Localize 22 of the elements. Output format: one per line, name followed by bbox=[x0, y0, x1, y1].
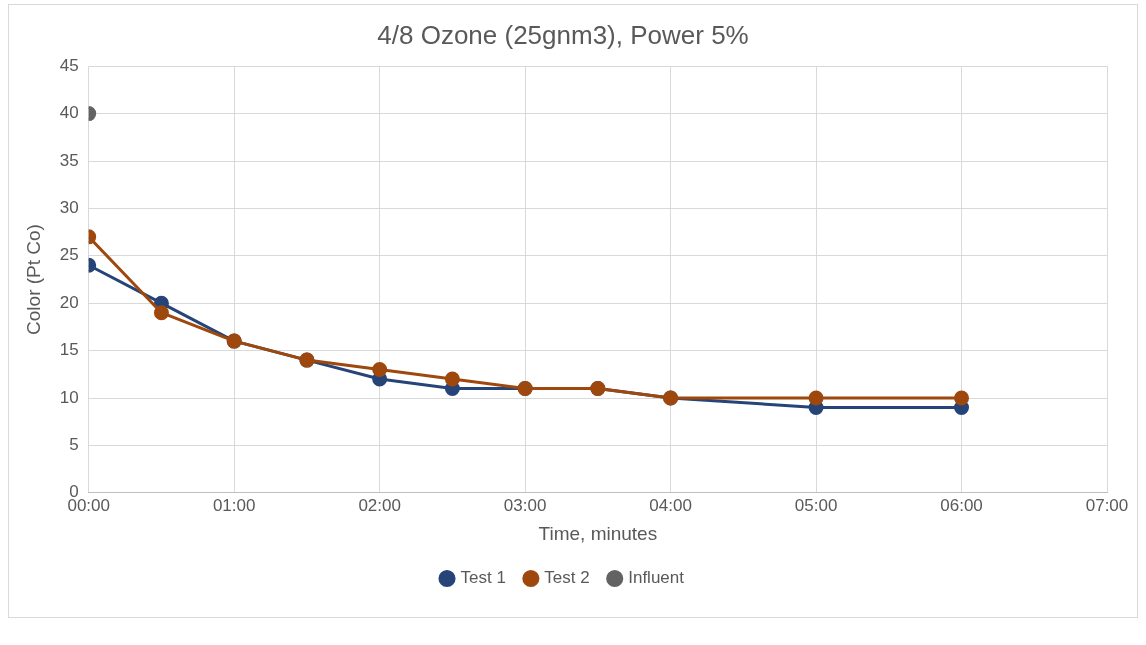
x-axis-title: Time, minutes bbox=[538, 522, 658, 544]
x-tick-label: 03:00 bbox=[503, 495, 547, 515]
x-tick-label: 07:00 bbox=[1085, 495, 1129, 515]
y-tick-label: 30 bbox=[59, 198, 79, 218]
x-tick-label: 02:00 bbox=[358, 495, 401, 515]
y-tick-label: 10 bbox=[59, 387, 79, 407]
y-tick-label: 5 bbox=[69, 435, 79, 455]
y-tick-label: 25 bbox=[59, 245, 79, 265]
x-tick-label: 04:00 bbox=[649, 495, 692, 515]
x-tick-label: 05:00 bbox=[794, 495, 838, 515]
x-tick-label: 01:00 bbox=[212, 495, 256, 515]
y-tick-label: 15 bbox=[59, 340, 79, 360]
y-tick-label: 45 bbox=[59, 55, 79, 75]
legend-label: Influent bbox=[628, 568, 685, 588]
y-axis-title: Color (Pt Co) bbox=[22, 224, 44, 335]
y-tick-label: 40 bbox=[59, 103, 79, 123]
chart-title: 4/8 Ozone (25gnm3), Power 5% bbox=[377, 19, 749, 50]
x-tick-label: 06:00 bbox=[940, 495, 983, 515]
y-tick-label: 20 bbox=[59, 292, 79, 312]
y-tick-label: 35 bbox=[59, 150, 79, 170]
legend-label: Test 1 bbox=[460, 568, 506, 588]
legend-label: Test 2 bbox=[544, 568, 590, 588]
